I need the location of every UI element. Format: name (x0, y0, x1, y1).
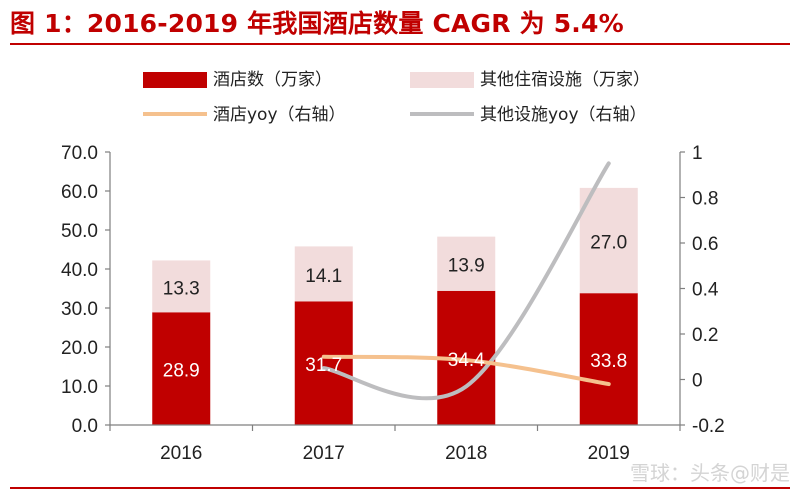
data-label-other-facilities: 27.0 (590, 233, 627, 254)
watermark: 雪球：头条@财是 (630, 461, 790, 485)
y-left-tick-label: 50.0 (61, 221, 98, 242)
y-axis-right: -0.2 0 0.2 0.4 0.6 0.8 1 (679, 143, 725, 437)
y-left-tick-label: 60.0 (61, 182, 98, 203)
legend-other-facilities-swatch (410, 72, 474, 88)
legend-other-facilities-label: 其他住宿设施（万家） (480, 70, 650, 90)
y-right-tick-label: 0.6 (692, 234, 718, 255)
x-axis: 2016 2017 2018 2019 (109, 424, 681, 464)
data-label-hotels: 34.4 (448, 350, 485, 371)
bar-other-facilities (579, 187, 638, 294)
figure-title: 图 1：2016-2019 年我国酒店数量 CAGR 为 5.4% (10, 9, 624, 38)
bar-hotels (152, 312, 211, 425)
y-right-tick-label: 0.2 (692, 325, 718, 346)
bar-other-facilities (294, 246, 353, 302)
data-label-other-facilities: 13.3 (163, 278, 200, 299)
x-tick-label: 2019 (588, 443, 630, 464)
legend-hotels-label: 酒店数（万家） (213, 70, 332, 90)
data-label-hotels: 31.7 (305, 355, 342, 376)
bar-hotels (294, 301, 353, 425)
data-labels: 28.9 13.3 31.7 14.1 34.4 13.9 33.8 27.0 (163, 233, 627, 382)
y-left-tick-label: 0.0 (72, 416, 98, 437)
data-label-hotels: 28.9 (163, 361, 200, 382)
x-tick-label: 2016 (160, 443, 202, 464)
x-tick-label: 2018 (445, 443, 487, 464)
y-left-tick-label: 10.0 (61, 377, 98, 398)
x-tick-label: 2017 (303, 443, 345, 464)
y-right-tick-label: 1 (692, 143, 703, 164)
data-label-other-facilities: 14.1 (305, 266, 342, 287)
chart-legend: 酒店数（万家） 其他住宿设施（万家） 酒店yoy（右轴） 其他设施yoy（右轴） (143, 70, 650, 125)
y-left-tick-label: 20.0 (61, 338, 98, 359)
bar-series (152, 187, 638, 425)
y-right-tick-label: 0.8 (692, 189, 718, 210)
bar-other-facilities (437, 236, 496, 291)
bar-hotels (579, 293, 638, 425)
bottom-rule (10, 487, 790, 489)
legend-other-facilities-yoy-label: 其他设施yoy（右轴） (480, 105, 647, 125)
bar-other-facilities (152, 260, 211, 313)
line-hotel-yoy (321, 354, 611, 387)
y-left-tick-label: 40.0 (61, 260, 98, 281)
y-axis-left: 0.0 10.0 20.0 30.0 40.0 50.0 60.0 70.0 (61, 143, 111, 437)
y-left-tick-label: 30.0 (61, 299, 98, 320)
y-right-tick-label: 0.4 (692, 280, 719, 301)
legend-hotel-yoy-label: 酒店yoy（右轴） (213, 105, 346, 125)
data-label-other-facilities: 13.9 (448, 256, 485, 277)
data-label-hotels: 33.8 (590, 351, 627, 372)
y-right-tick-label: -0.2 (692, 416, 725, 437)
line-other-facilities-yoy (321, 161, 611, 401)
title-rule (10, 43, 790, 45)
y-right-tick-label: 0 (692, 371, 703, 392)
legend-hotels-swatch (143, 72, 207, 88)
line-series (321, 161, 611, 401)
y-left-tick-label: 70.0 (61, 143, 98, 164)
